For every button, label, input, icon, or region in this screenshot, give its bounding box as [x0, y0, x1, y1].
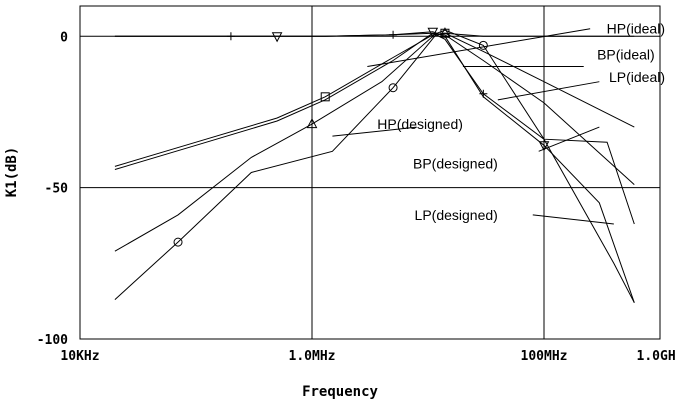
- series-hp-designed-marker: [439, 27, 451, 38]
- series-line-lp-ideal: [114, 32, 635, 303]
- annotation-label-bp-designed: BP(designed): [413, 155, 498, 171]
- plot-frame: [79, 5, 661, 340]
- series-hp-designed-marker: [306, 117, 318, 129]
- y-tick-label: -100: [37, 333, 68, 348]
- annotation-layer: HP(ideal) BP(ideal) LP(ideal) HP(designed) B…: [332, 21, 665, 225]
- y-tick-label: -50: [45, 182, 69, 197]
- tick-label-layer: 10KHz 1.0MHz 100MHz 1.0GHz 0 -50 -100: [37, 30, 675, 364]
- series-lp-ideal-marker: [226, 32, 235, 41]
- annotation-leader-hp-designed: [332, 126, 417, 137]
- series-lp-ideal-marker: [479, 89, 488, 98]
- annotation-leader-bp-designed: [538, 126, 600, 152]
- annotation-leader-hp-ideal: [367, 28, 591, 68]
- series-lp-designed-marker: [427, 27, 439, 38]
- grid-layer: [80, 6, 660, 339]
- annotation-label-hp-ideal: HP(ideal): [607, 21, 665, 37]
- series-layer: [114, 29, 635, 303]
- x-tick-label: 1.0GHz: [637, 349, 675, 364]
- series-bp-designed-marker: [478, 40, 488, 50]
- marker-layer: [173, 27, 550, 247]
- y-axis-title: K1(dB): [4, 147, 20, 198]
- annotation-label-lp-designed: LP(designed): [415, 207, 498, 223]
- series-bp-designed-marker: [173, 237, 183, 247]
- series-line-hp-designed: [114, 32, 635, 252]
- annotation-label-bp-ideal: BP(ideal): [597, 46, 655, 62]
- x-axis-title: Frequency: [302, 384, 378, 400]
- series-line-lp-designed: [114, 31, 635, 303]
- annotation-label-lp-ideal: LP(ideal): [609, 69, 665, 85]
- series-lp-designed-marker: [538, 141, 550, 152]
- annotation-leader-lp-designed: [532, 214, 614, 225]
- series-line-bp-ideal: [114, 32, 635, 185]
- series-bp-designed-marker: [388, 83, 398, 93]
- x-tick-label: 1.0MHz: [289, 349, 336, 364]
- series-hp-ideal-marker: [320, 92, 330, 102]
- series-lp-ideal-marker: [389, 30, 398, 39]
- series-line-bp-designed: [114, 29, 635, 300]
- y-tick-label: 0: [60, 30, 68, 45]
- x-tick-label: 10KHz: [60, 349, 99, 364]
- annotation-leader-lp-ideal: [497, 81, 600, 101]
- series-lp-designed-marker: [271, 32, 283, 43]
- annotation-label-hp-designed: HP(designed): [377, 116, 463, 132]
- x-tick-label: 100MHz: [521, 349, 568, 364]
